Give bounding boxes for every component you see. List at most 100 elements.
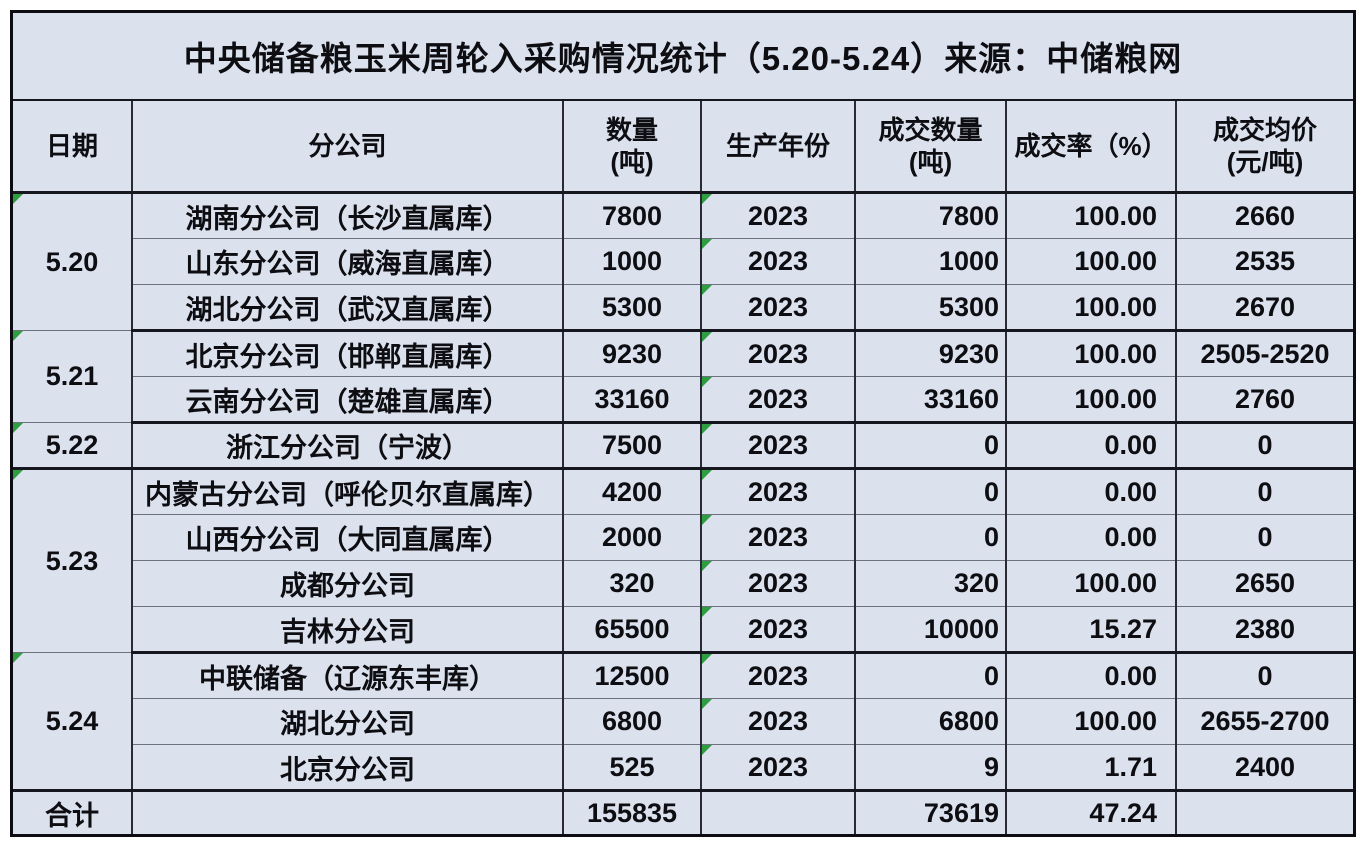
branch-cell: 吉林分公司: [131, 606, 563, 655]
date-cell: 5.24: [13, 652, 132, 792]
procurement-table: 日期 分公司 数量 (吨) 生产年份 成交数量 (吨) 成交率（%） 成交均价 (元/…: [13, 101, 1353, 834]
deal-quantity-cell: 1000: [854, 238, 1006, 286]
col-header-year: 生产年份: [700, 101, 855, 194]
header-row: 日期 分公司 数量 (吨) 生产年份 成交数量 (吨) 成交率（%） 成交均价 (元/…: [13, 101, 1353, 194]
year-cell: 2023: [700, 606, 855, 655]
deal-rate-cell: 1.71: [1005, 744, 1176, 793]
table-row: 5.20 湖南分公司（长沙直属库） 7800 2023 7800 100.00 2660: [13, 192, 1353, 332]
avg-price-cell: 2760: [1175, 376, 1353, 425]
branch-cell: 山东分公司（威海直属库）: [131, 238, 563, 286]
deal-quantity-cell: 0: [854, 514, 1006, 562]
avg-price-cell: 2650: [1175, 560, 1353, 608]
avg-price-cell: 0: [1175, 422, 1353, 471]
branch-cell: 北京分公司（邯郸直属库）: [131, 330, 563, 378]
col-header-label: 成交数量: [878, 114, 983, 145]
quantity-cell: 7500: [562, 422, 701, 471]
deal-rate-cell: 100.00: [1005, 330, 1176, 378]
table-row: 北京分公司 525 2023 9 1.71 2400: [13, 744, 1353, 793]
col-header-deal-quantity: 成交数量 (吨): [854, 101, 1006, 194]
deal-rate-cell: 100.00: [1005, 376, 1176, 425]
year-cell: 2023: [700, 560, 855, 608]
deal-rate-cell: 47.24: [1005, 789, 1176, 834]
deal-rate-cell: 100.00: [1005, 284, 1176, 333]
avg-price-cell: 2670: [1175, 284, 1353, 333]
branch-cell: 湖南分公司（长沙直属库）: [131, 192, 563, 240]
deal-rate-cell: 15.27: [1005, 606, 1176, 655]
table-row: 云南分公司（楚雄直属库） 33160 2023 33160 100.00 2760: [13, 376, 1353, 425]
year-cell: 2023: [700, 652, 855, 700]
statistics-table-sheet: 中央储备粮玉米周轮入采购情况统计（5.20-5.24）来源：中储粮网 日期 分公…: [10, 10, 1356, 837]
deal-quantity-cell: 9: [854, 744, 1006, 793]
deal-quantity-cell: 73619: [854, 789, 1006, 834]
deal-rate-cell: 0.00: [1005, 514, 1176, 562]
deal-rate-cell: 100.00: [1005, 238, 1176, 286]
col-header-label: 分公司: [308, 130, 387, 161]
branch-cell: 内蒙古分公司（呼伦贝尔直属库）: [131, 468, 563, 516]
year-cell: 2023: [700, 698, 855, 746]
branch-cell: 湖北分公司: [131, 698, 563, 746]
branch-cell: 山西分公司（大同直属库）: [131, 514, 563, 562]
deal-rate-cell: 100.00: [1005, 698, 1176, 746]
avg-price-cell: [1175, 789, 1353, 834]
deal-rate-cell: 100.00: [1005, 560, 1176, 608]
deal-quantity-cell: 320: [854, 560, 1006, 608]
year-cell: 2023: [700, 376, 855, 425]
deal-rate-cell: 0.00: [1005, 422, 1176, 471]
deal-rate-cell: 0.00: [1005, 652, 1176, 700]
branch-cell: 北京分公司: [131, 744, 563, 793]
deal-rate-cell: 0.00: [1005, 468, 1176, 516]
avg-price-cell: 2655-2700: [1175, 698, 1353, 746]
table-row: 山西分公司（大同直属库） 2000 2023 0 0.00 0: [13, 514, 1353, 562]
table-row: 湖北分公司 6800 2023 6800 100.00 2655-2700: [13, 698, 1353, 746]
col-header-unit: (吨): [610, 147, 654, 177]
quantity-cell: 33160: [562, 376, 701, 425]
table-row: 5.24 中联储备（辽源东丰库） 12500 2023 0 0.00 0: [13, 652, 1353, 792]
branch-cell: 云南分公司（楚雄直属库）: [131, 376, 563, 425]
total-label-cell: 合计: [13, 789, 132, 834]
branch-cell: 浙江分公司（宁波）: [131, 422, 563, 471]
quantity-cell: 5300: [562, 284, 701, 333]
branch-cell: [131, 789, 563, 834]
table-row: 5.23 内蒙古分公司（呼伦贝尔直属库） 4200 2023 0 0.00 0: [13, 468, 1353, 654]
table-row: 湖北分公司（武汉直属库） 5300 2023 5300 100.00 2670: [13, 284, 1353, 333]
avg-price-cell: 2505-2520: [1175, 330, 1353, 378]
quantity-cell: 9230: [562, 330, 701, 378]
quantity-cell: 6800: [562, 698, 701, 746]
deal-quantity-cell: 9230: [854, 330, 1006, 378]
deal-quantity-cell: 33160: [854, 376, 1006, 425]
deal-quantity-cell: 10000: [854, 606, 1006, 655]
branch-cell: 湖北分公司（武汉直属库）: [131, 284, 563, 333]
quantity-cell: 1000: [562, 238, 701, 286]
avg-price-cell: 0: [1175, 652, 1353, 700]
quantity-cell: 4200: [562, 468, 701, 516]
year-cell: [700, 789, 855, 834]
table-row: 吉林分公司 65500 2023 10000 15.27 2380: [13, 606, 1353, 655]
avg-price-cell: 2400: [1175, 744, 1353, 793]
quantity-cell: 155835: [562, 789, 701, 834]
col-header-label: 生产年份: [725, 130, 830, 161]
avg-price-cell: 2660: [1175, 192, 1353, 240]
deal-quantity-cell: 0: [854, 468, 1006, 516]
table-row: 山东分公司（威海直属库） 1000 2023 1000 100.00 2535: [13, 238, 1353, 286]
col-header-unit: (吨): [908, 147, 953, 177]
branch-cell: 中联储备（辽源东丰库）: [131, 652, 563, 700]
col-header-label: 日期: [45, 130, 98, 161]
date-cell: 5.23: [13, 468, 132, 654]
quantity-cell: 525: [562, 744, 701, 793]
date-cell: 5.21: [13, 330, 132, 424]
quantity-cell: 7800: [562, 192, 701, 240]
avg-price-cell: 0: [1175, 468, 1353, 516]
total-row: 合计 155835 73619 47.24: [13, 789, 1353, 834]
col-header-unit: (元/吨): [1226, 147, 1304, 177]
quantity-cell: 2000: [562, 514, 701, 562]
deal-quantity-cell: 6800: [854, 698, 1006, 746]
avg-price-cell: 2380: [1175, 606, 1353, 655]
col-header-branch: 分公司: [131, 101, 563, 194]
col-header-quantity: 数量 (吨): [562, 101, 701, 194]
page-title: 中央储备粮玉米周轮入采购情况统计（5.20-5.24）来源：中储粮网: [13, 13, 1353, 101]
table-row: 成都分公司 320 2023 320 100.00 2650: [13, 560, 1353, 608]
col-header-deal-rate: 成交率（%）: [1005, 101, 1176, 194]
year-cell: 2023: [700, 330, 855, 378]
year-cell: 2023: [700, 238, 855, 286]
branch-cell: 成都分公司: [131, 560, 563, 608]
